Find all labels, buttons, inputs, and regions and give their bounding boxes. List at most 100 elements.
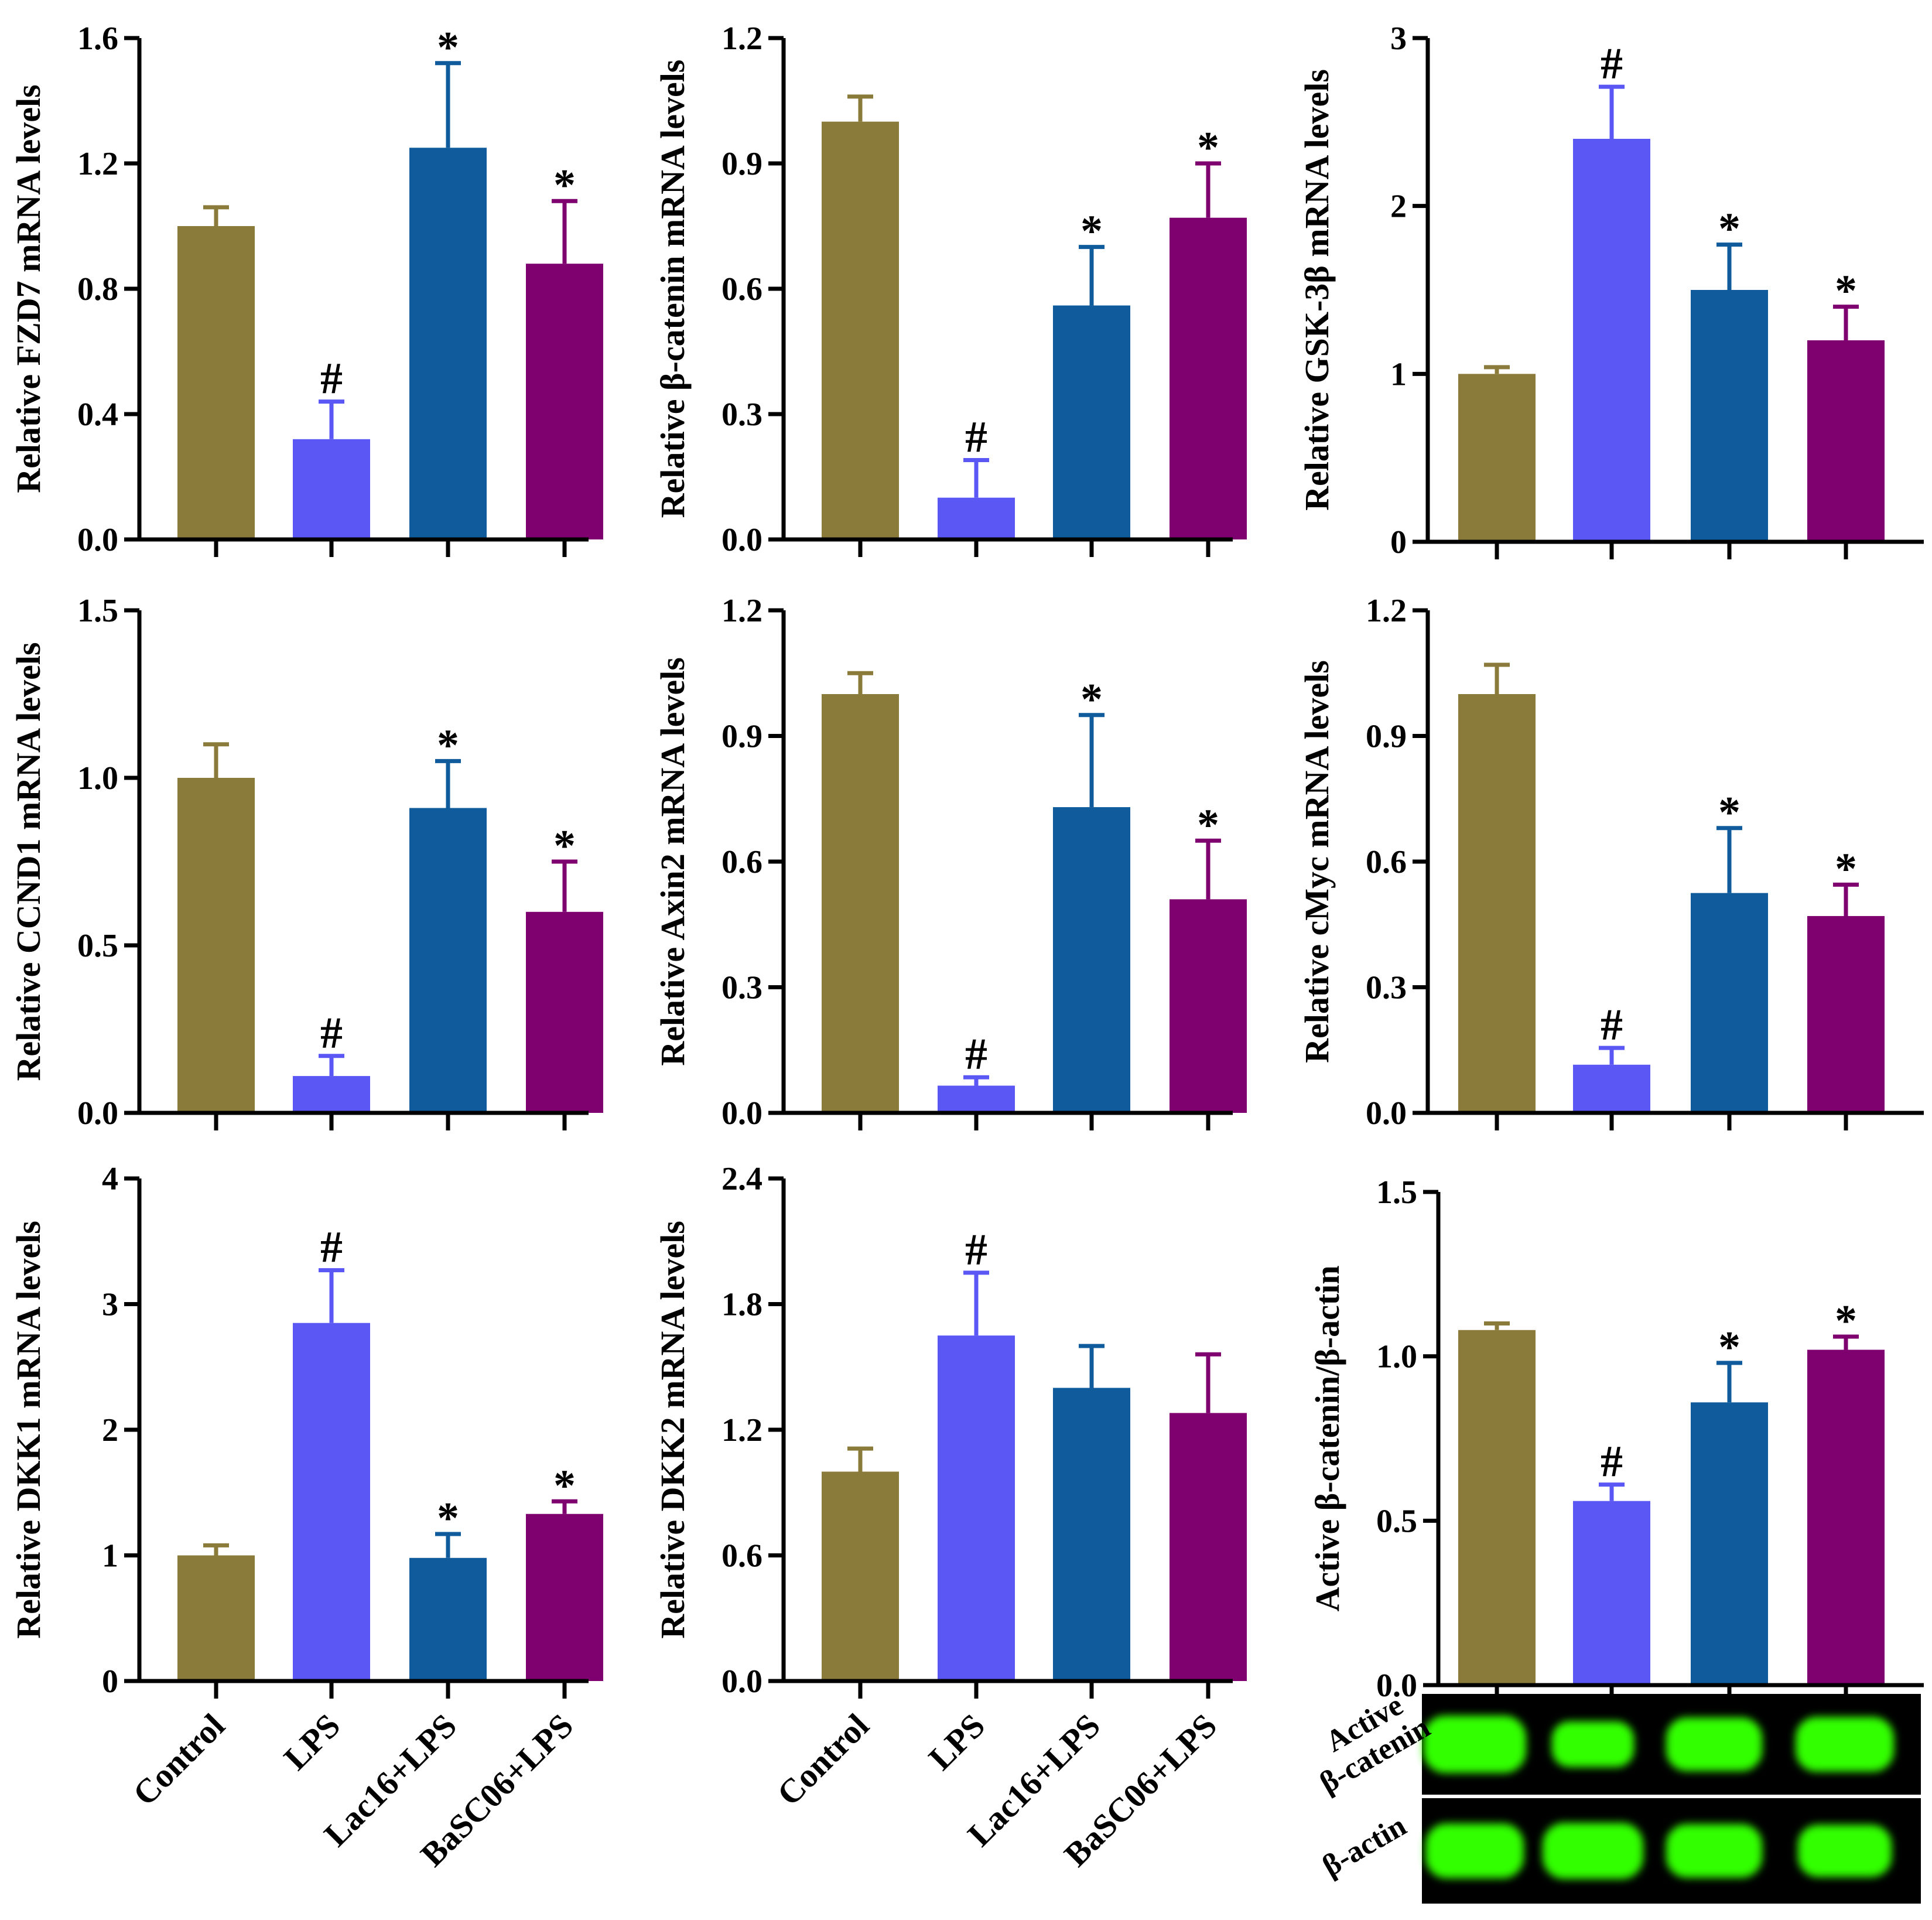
bar-dkk2-1: [938, 1335, 1015, 1681]
y-axis-label-active-bcatenin: Active β-catenin/β-actin: [1308, 1265, 1346, 1611]
y-tick-label-ccnd1: 1.0: [77, 760, 118, 797]
bar-dkk2-3: [1170, 1413, 1247, 1681]
y-tick-label-bcatenin: 0.0: [721, 522, 762, 558]
y-axis-label-dkk1: Relative DKK1 mRNA levels: [9, 1221, 47, 1639]
bar-axin2-2: [1053, 807, 1130, 1113]
y-tick-label-active-bcatenin: 1.5: [1376, 1174, 1417, 1211]
y-tick-label-ccnd1: 1.5: [77, 593, 118, 629]
category-label-dkk2-0: Control: [770, 1706, 876, 1813]
significance-dkk1-1: #: [320, 1223, 343, 1272]
significance-axin2-1: #: [965, 1030, 987, 1079]
significance-fzd7-3: *: [553, 160, 576, 210]
chart-ccnd1: # * * 0.0 0.5 1.0 1.5 Relative CCND1 mRNA level…: [9, 593, 603, 1132]
y-tick-label-fzd7: 0.0: [77, 522, 118, 558]
y-tick-label-gsk3b: 1: [1390, 356, 1407, 392]
category-label-dkk1-1: LPS: [276, 1706, 347, 1777]
bar-dkk2-0: [822, 1471, 899, 1681]
blot-band-0-3: [1795, 1717, 1895, 1772]
chart-cmyc: # * * 0.0 0.3 0.6 0.9 1.2 Relative cMyc mRNA lev…: [1298, 593, 1924, 1132]
bar-axin2-0: [822, 694, 899, 1113]
y-tick-label-gsk3b: 3: [1390, 21, 1407, 57]
y-tick-label-bcatenin: 0.9: [721, 146, 762, 182]
bar-dkk1-0: [177, 1555, 255, 1681]
y-tick-label-ccnd1: 0.0: [77, 1095, 118, 1132]
y-axis-label-gsk3b: Relative GSK-3β mRNA levels: [1298, 69, 1336, 511]
significance-fzd7-2: *: [437, 23, 459, 72]
y-tick-label-ccnd1: 0.5: [77, 928, 118, 964]
bar-bcatenin-1: [938, 497, 1015, 539]
bar-gsk3b-2: [1691, 290, 1768, 542]
category-label-dkk2-1: LPS: [921, 1706, 992, 1777]
y-tick-label-axin2: 0.3: [721, 970, 762, 1006]
bar-fzd7-1: [293, 439, 370, 539]
y-tick-label-cmyc: 0.3: [1366, 970, 1407, 1006]
y-tick-label-cmyc: 1.2: [1366, 593, 1407, 629]
chart-active-bcatenin: # * * 0.0 0.5 1.0 1.5 Active β-catenin/β-actin: [1308, 1174, 1924, 1704]
y-tick-label-dkk2: 1.2: [721, 1412, 762, 1448]
blot-band-0-0: [1423, 1716, 1526, 1773]
significance-gsk3b-1: #: [1601, 39, 1623, 88]
blot-band-1-3: [1797, 1825, 1892, 1877]
bar-axin2-3: [1170, 899, 1247, 1113]
y-tick-label-dkk1: 4: [102, 1161, 118, 1197]
blot-band-1-1: [1542, 1823, 1644, 1879]
blot-band-1-0: [1425, 1823, 1524, 1878]
significance-axin2-3: *: [1197, 800, 1219, 849]
chart-gsk3b: # * * 0 1 2 3 Relative GSK-3β mRNA levels: [1298, 21, 1924, 561]
y-tick-label-bcatenin: 0.6: [721, 271, 762, 308]
y-tick-label-dkk2: 1.8: [721, 1287, 762, 1323]
category-label-dkk1-0: Control: [125, 1706, 232, 1813]
y-tick-label-fzd7: 0.4: [77, 397, 118, 433]
bar-fzd7-3: [526, 264, 603, 539]
blot-band-0-1: [1551, 1721, 1634, 1768]
y-tick-label-axin2: 1.2: [721, 593, 762, 629]
significance-dkk1-2: *: [437, 1494, 459, 1543]
significance-active-bcatenin-1: #: [1601, 1437, 1623, 1487]
bar-active-bcatenin-1: [1573, 1501, 1650, 1685]
significance-ccnd1-2: *: [437, 720, 459, 770]
blot-label-1-0: β-actin: [1317, 1809, 1412, 1883]
y-axis-label-fzd7: Relative FZD7 mRNA levels: [9, 84, 47, 493]
chart-bcatenin: # * * 0.0 0.3 0.6 0.9 1.2 Relative β-catenin mRN…: [654, 21, 1247, 558]
significance-dkk1-3: *: [553, 1461, 576, 1510]
significance-ccnd1-1: #: [320, 1009, 343, 1058]
bar-gsk3b-1: [1573, 139, 1650, 542]
y-tick-label-dkk1: 1: [102, 1538, 118, 1574]
bar-gsk3b-0: [1458, 374, 1536, 542]
significance-bcatenin-3: *: [1197, 123, 1219, 172]
y-tick-label-fzd7: 0.8: [77, 271, 118, 308]
y-tick-label-dkk1: 2: [102, 1412, 118, 1448]
bar-ccnd1-2: [409, 808, 487, 1113]
bar-cmyc-3: [1807, 915, 1885, 1113]
y-tick-label-bcatenin: 0.3: [721, 397, 762, 433]
y-tick-label-active-bcatenin: 0.0: [1376, 1668, 1417, 1704]
bar-ccnd1-0: [177, 778, 255, 1113]
blot-band-0-2: [1666, 1717, 1763, 1771]
bar-active-bcatenin-2: [1691, 1402, 1768, 1685]
y-tick-label-active-bcatenin: 1.0: [1376, 1339, 1417, 1375]
chart-dkk2: #0.0 0.6 1.2 1.8 2.4 Relative DKK2 mRNA level…: [654, 1161, 1247, 1874]
bar-fzd7-0: [177, 226, 255, 539]
bar-cmyc-0: [1458, 694, 1536, 1113]
significance-active-bcatenin-3: *: [1835, 1296, 1857, 1345]
bar-cmyc-2: [1691, 893, 1768, 1113]
y-tick-label-fzd7: 1.2: [77, 146, 118, 182]
bar-bcatenin-0: [822, 121, 899, 539]
bar-bcatenin-2: [1053, 305, 1130, 539]
bar-active-bcatenin-3: [1807, 1350, 1885, 1685]
y-axis-label-ccnd1: Relative CCND1 mRNA levels: [9, 642, 47, 1081]
bar-dkk1-3: [526, 1514, 603, 1681]
y-tick-label-fzd7: 1.6: [77, 21, 118, 57]
chart-dkk1: # * * 0 1 2 3 4 Relative DKK1 mRNA levels Control…: [9, 1161, 603, 1874]
y-axis-label-axin2: Relative Axin2 mRNA levels: [654, 657, 692, 1066]
y-tick-label-cmyc: 0.6: [1366, 844, 1407, 880]
significance-cmyc-1: #: [1601, 1000, 1623, 1050]
y-axis-label-cmyc: Relative cMyc mRNA levels: [1298, 660, 1336, 1063]
y-tick-label-cmyc: 0.9: [1366, 719, 1407, 755]
significance-cmyc-2: *: [1718, 788, 1740, 837]
y-axis-label-bcatenin: Relative β-catenin mRNA levels: [654, 60, 692, 518]
bar-ccnd1-1: [293, 1076, 370, 1113]
significance-dkk2-1: #: [965, 1225, 987, 1275]
